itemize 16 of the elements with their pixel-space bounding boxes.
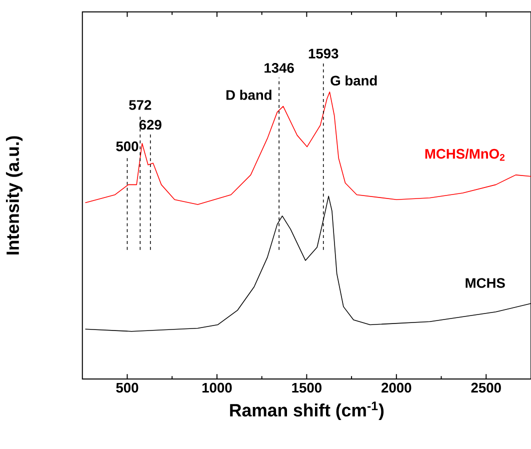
annotation: D band <box>226 90 272 100</box>
x-tick-label: 1500 <box>292 382 322 392</box>
series-label: MCHS <box>466 278 505 288</box>
ref-line-label: 1346 <box>264 62 294 73</box>
series-label: MCHS/MnO$_{2}$ <box>425 148 505 161</box>
x-axis-title: Raman shift (cm$^{-1}$) <box>230 402 384 420</box>
x-tick-label: 1000 <box>202 382 232 392</box>
ref-line-label: 1593 <box>308 48 338 58</box>
y-axis-title: Intensity (a.u.) <box>6 136 23 254</box>
text: G band <box>330 75 377 86</box>
ref-line-label: 500 <box>116 141 138 152</box>
ref-line-label: 629 <box>139 120 162 130</box>
x-tick-label: 2000 <box>382 382 412 392</box>
x-tick-label: 500 <box>116 382 138 392</box>
x-tick-label: 2500 <box>471 382 501 392</box>
ref-line-label: 572 <box>129 100 152 110</box>
